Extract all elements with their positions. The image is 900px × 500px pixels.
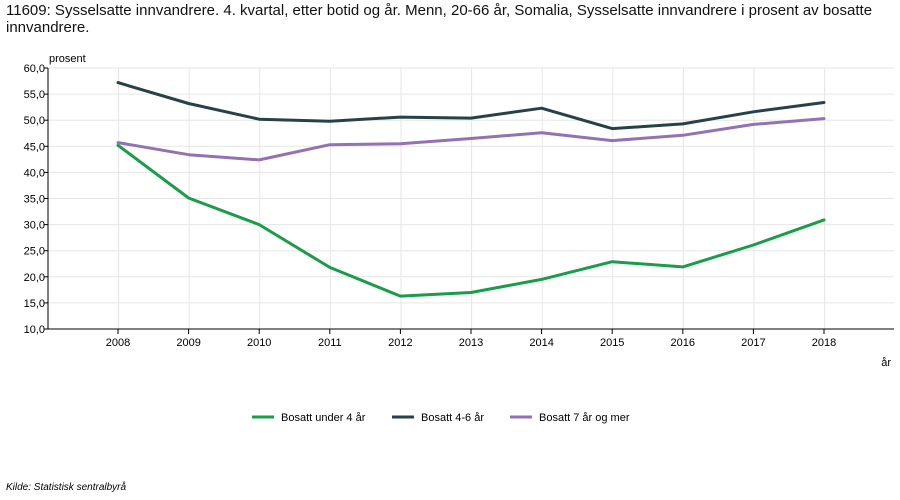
grid-lines bbox=[48, 67, 894, 329]
y-tick-label: 20,0 bbox=[24, 272, 45, 284]
x-tick-label: 2015 bbox=[600, 337, 624, 349]
legend-item: Bosatt 4-6 år bbox=[392, 412, 484, 424]
x-tick-label: 2014 bbox=[529, 337, 553, 349]
y-axis-title: prosent bbox=[49, 53, 86, 65]
y-tick-label: 60,0 bbox=[24, 63, 45, 75]
y-tick-label: 35,0 bbox=[24, 194, 45, 206]
series-lines bbox=[116, 81, 826, 298]
series-line-3 bbox=[116, 117, 826, 162]
x-tick-label: 2016 bbox=[671, 337, 695, 349]
y-tick-label: 15,0 bbox=[24, 298, 45, 310]
y-tick-label: 45,0 bbox=[24, 141, 45, 153]
y-tick-label: 50,0 bbox=[24, 115, 45, 127]
x-tick-label: 2013 bbox=[459, 337, 483, 349]
x-tick-label: 2018 bbox=[812, 337, 836, 349]
x-tick-label: 2010 bbox=[247, 337, 271, 349]
y-tick-label: 30,0 bbox=[24, 220, 45, 232]
legend-label: Bosatt 4-6 år bbox=[421, 412, 484, 424]
series-line-2 bbox=[116, 81, 826, 131]
legend-item: Bosatt 7 år og mer bbox=[510, 412, 630, 424]
axes bbox=[44, 67, 894, 334]
x-tick-labels: 2008 2009 2010 2011 2012 2013 2014 2015 2016 2017… bbox=[106, 337, 836, 349]
y-tick-label: 55,0 bbox=[24, 89, 45, 101]
source-note: Kilde: Statistisk sentralbyrå bbox=[6, 482, 127, 493]
x-tick-label: 2008 bbox=[106, 337, 130, 349]
y-tick-label: 25,0 bbox=[24, 246, 45, 258]
legend: Bosatt under 4 år Bosatt 4-6 år Bosatt 7 å… bbox=[252, 412, 630, 424]
x-tick-label: 2009 bbox=[176, 337, 200, 349]
y-tick-label: 40,0 bbox=[24, 167, 45, 179]
y-tick-labels: 10,0 15,0 20,0 25,0 30,0 35,0 40,0 45,0 50,0 55,0… bbox=[24, 63, 45, 336]
series-line-1 bbox=[116, 143, 826, 298]
line-chart: 10,0 15,0 20,0 25,0 30,0 35,0 40,0 45,0 50,0 55,0… bbox=[24, 53, 894, 424]
x-tick-label: 2011 bbox=[318, 337, 342, 349]
y-tick-label: 10,0 bbox=[24, 324, 45, 336]
legend-label: Bosatt 7 år og mer bbox=[539, 412, 630, 424]
chart-title: 11609: Sysselsatte innvandrere. 4. kvart… bbox=[6, 2, 873, 36]
legend-item: Bosatt under 4 år bbox=[252, 412, 366, 424]
x-tick-label: 2012 bbox=[388, 337, 412, 349]
legend-label: Bosatt under 4 år bbox=[281, 412, 366, 424]
x-tick-label: 2017 bbox=[741, 337, 765, 349]
x-axis-title: år bbox=[881, 357, 891, 369]
